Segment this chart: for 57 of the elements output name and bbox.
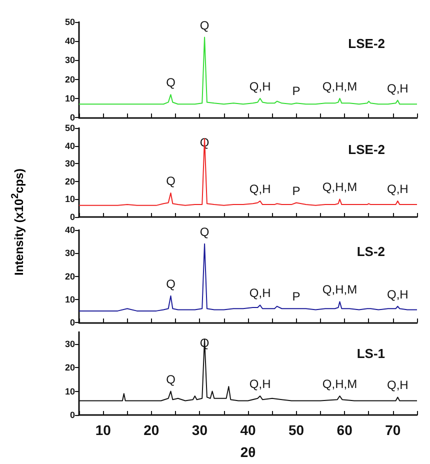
annotation: Q,H xyxy=(387,81,408,96)
y-tick-label: 20 xyxy=(64,271,75,282)
x-tick-label: 20 xyxy=(144,422,160,438)
annotation: Q xyxy=(200,224,210,239)
x-tick-label: 70 xyxy=(385,422,401,438)
y-tick-label: 30 xyxy=(64,248,75,258)
y-tick-label: 10 xyxy=(64,93,75,104)
annotation: Q,H xyxy=(249,182,271,196)
annotation: Q xyxy=(166,174,176,188)
line-series xyxy=(78,36,418,105)
line-series xyxy=(78,243,418,312)
y-tick-label: 30 xyxy=(64,158,75,169)
annotation: Q xyxy=(200,18,210,32)
line-series xyxy=(78,138,418,206)
annotation: Q,H xyxy=(249,286,271,300)
annotation: Q,H,M xyxy=(322,180,358,194)
y-tick-label: 10 xyxy=(64,194,75,204)
y-tick-label: 0 xyxy=(70,112,75,122)
y-tick-label: 40 xyxy=(64,225,75,235)
y-tick-label: 30 xyxy=(64,338,75,349)
y-tick-label: 30 xyxy=(64,55,75,66)
y-tick-label: 10 xyxy=(64,294,75,304)
x-tick-label: 40 xyxy=(240,422,256,438)
y-tick-label: 40 xyxy=(64,140,75,151)
y-tick-label: 50 xyxy=(64,123,75,133)
y-tick-label: 0 xyxy=(70,318,75,328)
annotation: Q,H,M xyxy=(322,282,358,297)
annotation: P xyxy=(292,184,300,198)
y-tick-label: 0 xyxy=(70,410,75,420)
y-tick-label: 20 xyxy=(64,362,75,373)
annotation: P xyxy=(292,84,300,98)
y-tick-label: 0 xyxy=(70,212,75,222)
y-tick-label: 10 xyxy=(64,386,75,396)
annotation: Q,H xyxy=(387,287,408,302)
text: LS-1 xyxy=(356,346,385,361)
annotation: Q,H,M xyxy=(322,377,358,392)
x-axis-title: 2θ xyxy=(240,444,256,460)
annotation: P xyxy=(292,290,300,304)
x-tick-label: 10 xyxy=(95,422,112,438)
y-tick-label: 20 xyxy=(64,74,75,84)
y-tick-label: 40 xyxy=(64,36,75,46)
annotation: Q,H,M xyxy=(322,79,358,94)
text: LSE-2 xyxy=(348,36,385,51)
y-tick-label: 20 xyxy=(64,176,75,186)
annotation: Q xyxy=(166,276,176,291)
x-tick-label: 50 xyxy=(288,422,304,438)
annotation: Q,H xyxy=(387,378,408,392)
y-tick-label: 50 xyxy=(64,17,75,27)
annotation: Q,H xyxy=(249,79,271,94)
annotation: Q xyxy=(166,76,176,90)
x-tick-label: 60 xyxy=(336,422,353,438)
x-tick-label: 30 xyxy=(192,422,208,438)
text: LSE-2 xyxy=(348,142,385,157)
text: LS-2 xyxy=(356,244,385,259)
annotation: Q,H xyxy=(387,182,408,196)
annotation: Q,H xyxy=(249,377,271,392)
annotation: Q xyxy=(166,372,176,386)
